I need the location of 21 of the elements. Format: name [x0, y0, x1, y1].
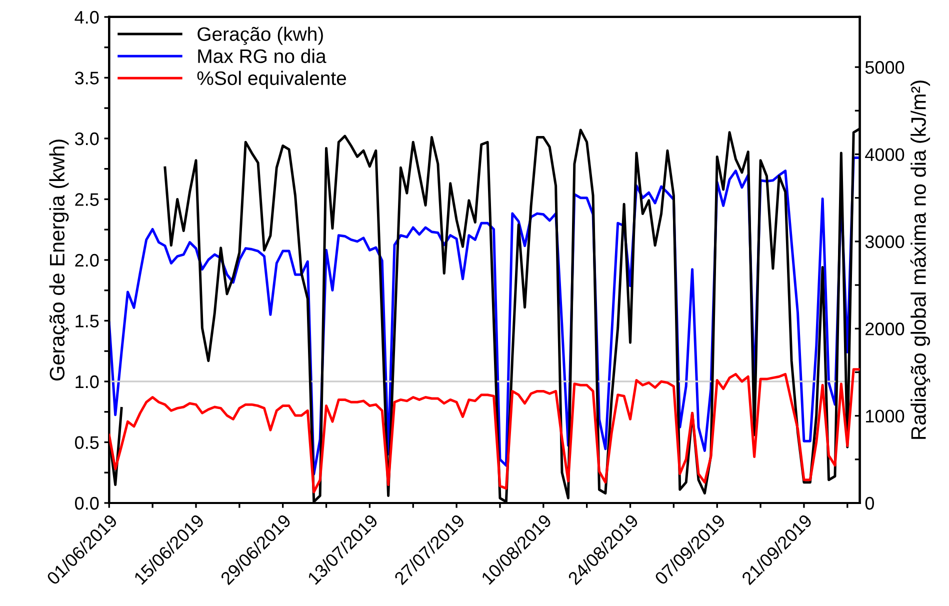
y-tick-label: 4.0: [74, 10, 99, 24]
y-tick-label: 3.5: [75, 72, 99, 84]
y-axis-title: Geração de Energia (kwh): [49, 140, 69, 381]
y2-tick-label: 5000: [865, 61, 904, 74]
legend-label: %Sol equivalente: [197, 70, 346, 89]
y-tick-label: 2.5: [75, 193, 99, 206]
y-tick-label: 0.5: [75, 436, 99, 449]
legend-label: Geração (kwh): [198, 26, 323, 45]
y2-tick-label: 3000: [865, 235, 904, 248]
y-tick-label: 1.5: [76, 314, 99, 328]
y2-tick-label: 0: [865, 496, 874, 510]
y-tick-label: 1.0: [76, 375, 99, 388]
y-tick-label: 2.0: [75, 254, 99, 267]
y2-axis-title: Radiação global máxima no dia (kJ/m²): [910, 80, 930, 439]
y-tick-label: 3.0: [75, 132, 99, 146]
legend-label: Max RG no dia: [198, 48, 326, 64]
y2-tick-label: 2000: [866, 322, 904, 336]
y2-tick-label: 1000: [866, 410, 904, 423]
y-tick-label: 0.0: [75, 496, 99, 510]
line-series: [109, 368, 860, 494]
y2-tick-label: 4000: [865, 148, 904, 161]
